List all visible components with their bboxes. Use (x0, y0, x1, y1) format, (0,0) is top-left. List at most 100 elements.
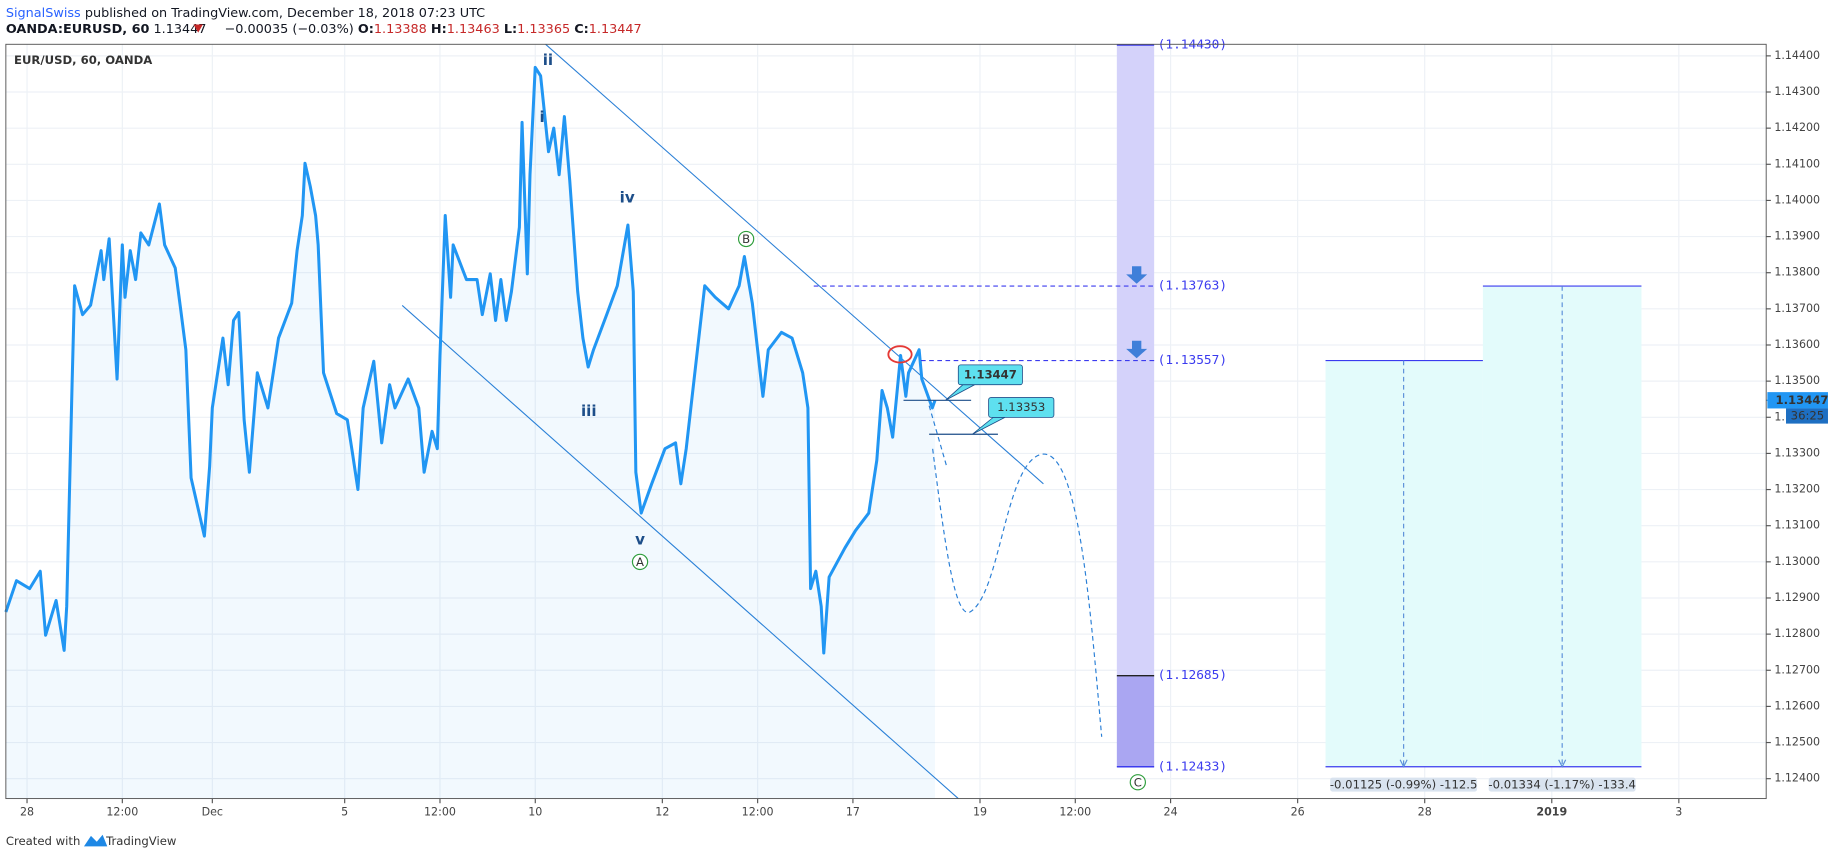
x-tick-label: 12:00 (1059, 806, 1091, 819)
wave-circle (1129, 774, 1146, 791)
level-label: (1.14430) (1158, 38, 1227, 53)
price-line (4, 65, 937, 655)
h-label: H: (431, 22, 447, 37)
x-tick-label: 12:00 (424, 806, 456, 819)
plot-frame (5, 43, 1767, 800)
area-fill (5, 67, 935, 799)
y-tick-label: 1.13300 (1774, 446, 1820, 459)
wave-label: i (540, 108, 545, 126)
price: 1.13447 (153, 22, 206, 37)
high: 1.13463 (447, 22, 500, 37)
y-tick-label: 1.12500 (1774, 736, 1820, 749)
y-tick-label: 1.13000 (1774, 555, 1820, 568)
x-tick-label: 24 (1164, 806, 1178, 819)
wave-circle (737, 230, 755, 248)
x-tick-label: 10 (528, 806, 542, 819)
projection-path (932, 448, 1103, 737)
change: −0.00035 (−0.03%) (225, 22, 354, 37)
measure-box (1325, 360, 1483, 767)
y-tick-label: 1.13700 (1774, 302, 1820, 315)
y-tick-label: 1.12800 (1774, 627, 1820, 640)
logo (83, 834, 108, 847)
o-label: O: (358, 22, 374, 37)
y-tick-label: 1.14300 (1774, 85, 1820, 98)
level-label: (1.13763) (1158, 279, 1227, 294)
wave-label: iii (581, 402, 597, 420)
measure-label-bg (1488, 777, 1636, 792)
wave-label: iv (620, 189, 635, 207)
x-tick-label: 28 (20, 806, 34, 819)
measure-label: -0.01125 (-0.99%) -112.5 (1330, 778, 1478, 792)
level-label: (1.12685) (1158, 668, 1227, 683)
x-tick-label: 12 (655, 806, 669, 819)
y-tick-label: 1.14000 (1774, 193, 1820, 206)
down-arrow (1126, 340, 1148, 359)
x-tick-label: Dec (202, 806, 223, 819)
measure-label: -0.01334 (-1.17%) -133.4 (1488, 778, 1636, 792)
symbol: OANDA:EURUSD, 60 (6, 22, 150, 37)
down-arrow (1126, 266, 1148, 284)
highlight-ellipse (887, 345, 913, 364)
wave-label: C (1134, 775, 1142, 789)
callout-pointer (945, 384, 975, 401)
last-price-label: 1.13447 (1776, 393, 1828, 407)
wave-circle (631, 553, 649, 571)
level-label: (1.12433) (1158, 759, 1227, 774)
measure-label-bg (1330, 777, 1478, 792)
x-tick-label: 26 (1291, 806, 1305, 819)
projection-path (928, 405, 948, 467)
level-label: (1.13557) (1158, 353, 1227, 368)
y-tick-label: 1.13800 (1774, 266, 1820, 279)
callout-box (957, 364, 1023, 386)
y-tick-label: 1.14400 (1774, 49, 1820, 62)
y-tick-label: 1.14100 (1774, 157, 1820, 170)
chart-title: EUR/USD, 60, OANDA (14, 53, 152, 67)
y-tick-label: 1.14200 (1774, 121, 1820, 134)
y-tick-label: 1.12600 (1774, 699, 1820, 712)
created-with: Created with (6, 834, 80, 848)
y-tick-label: 1.12900 (1774, 591, 1820, 604)
y-tick-label: 1.13600 (1774, 338, 1820, 351)
y-tick-label: 1.13500 (1774, 374, 1820, 387)
l-label: L: (504, 22, 517, 37)
x-tick-label: 12:00 (106, 806, 138, 819)
wave-label: v (635, 530, 645, 548)
x-tick-label: 28 (1418, 806, 1432, 819)
x-tick-label: 19 (973, 806, 987, 819)
wave-label: ii (543, 51, 553, 69)
callout-label: 1.13353 (997, 400, 1045, 414)
y-tick-label: 1.12400 (1774, 772, 1820, 785)
trend-line (545, 43, 1044, 485)
y-tick-label: 1.13200 (1774, 483, 1820, 496)
arrow-head (1399, 759, 1408, 769)
close: 1.13447 (589, 22, 642, 37)
y-tick-label: 1.12700 (1774, 663, 1820, 676)
last-price-bg (1767, 392, 1828, 409)
callout-label: 1.13447 (964, 367, 1017, 381)
low: 1.13365 (517, 22, 570, 37)
brand[interactable]: TradingView (105, 834, 177, 848)
plot-area: 1.12400 1.12500 1.12600 1.12700 1.12800 1.129… (4, 38, 1820, 819)
header-line: SignalSwiss published on TradingView.com… (6, 5, 485, 20)
c-label: C: (574, 22, 589, 37)
x-tick-label: 12:00 (742, 806, 774, 819)
y-tick-label: 1.13100 (1774, 519, 1820, 532)
ohlc-line: OANDA:EURUSD, 60 1.13447 −0.00035 (−0.03… (6, 22, 642, 37)
x-tick-label: 2019 (1536, 806, 1567, 819)
x-tick-label: 3 (1675, 806, 1682, 819)
arrow-head (1558, 759, 1567, 769)
callout-box (988, 397, 1055, 418)
wave-label: A (636, 555, 644, 569)
trend-line (401, 305, 959, 799)
target-zone (1116, 675, 1155, 767)
down-triangle (193, 24, 203, 33)
open: 1.13388 (374, 22, 427, 37)
author-link[interactable]: SignalSwiss (6, 5, 81, 20)
x-tick-label: 5 (341, 806, 348, 819)
wave-label: B (742, 232, 750, 246)
y-tick-label: 1.13900 (1774, 230, 1820, 243)
x-tick-label: 17 (846, 806, 860, 819)
countdown-bg (1786, 408, 1828, 424)
published: published on TradingView.com, December 1… (85, 5, 485, 20)
